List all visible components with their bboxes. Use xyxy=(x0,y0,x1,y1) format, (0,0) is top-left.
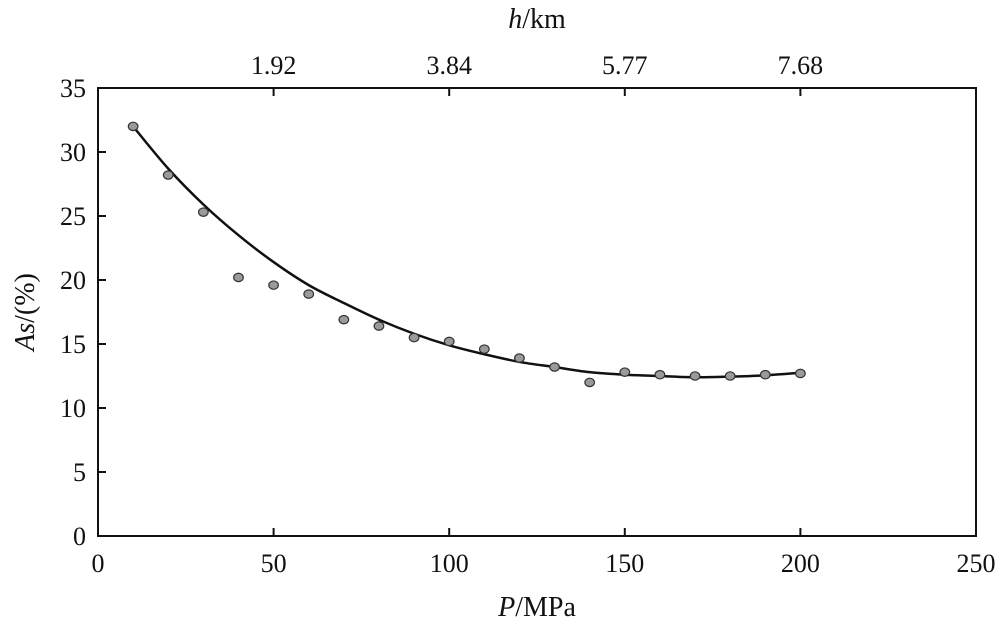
data-points xyxy=(127,121,806,388)
top-tick-label-3.84: 3.84 xyxy=(426,51,472,80)
data-point-3 xyxy=(233,272,244,283)
data-point-1 xyxy=(162,170,174,180)
data-point-6 xyxy=(338,314,350,325)
x-tick-label-0: 0 xyxy=(92,549,105,578)
y-tick-label-20: 20 xyxy=(60,266,86,295)
x-tick-label-50: 50 xyxy=(261,549,287,578)
y-tick-label-35: 35 xyxy=(60,74,86,103)
x-axis-title: P/MPa xyxy=(497,592,576,623)
top-tick-label-1.92: 1.92 xyxy=(251,51,297,80)
data-point-18 xyxy=(759,369,771,380)
data-point-17 xyxy=(724,371,736,381)
y-tick-label-0: 0 xyxy=(73,522,86,551)
data-point-10 xyxy=(478,344,490,354)
x-tick-label-100: 100 xyxy=(430,549,469,578)
plot-frame xyxy=(97,87,977,537)
data-point-16 xyxy=(689,371,701,381)
data-point-5 xyxy=(303,289,315,299)
x-tick-label-150: 150 xyxy=(605,549,644,578)
data-point-15 xyxy=(654,369,666,380)
x-axis: 0 50 100 150 200 250 xyxy=(92,528,996,578)
data-point-12 xyxy=(549,362,560,372)
data-point-7 xyxy=(373,321,385,331)
data-point-2 xyxy=(197,207,209,217)
x-tick-label-200: 200 xyxy=(781,549,820,578)
data-point-0 xyxy=(127,121,139,132)
y-tick-label-5: 5 xyxy=(73,458,86,487)
data-point-4 xyxy=(268,280,280,290)
data-point-9 xyxy=(443,336,455,347)
y-tick-label-10: 10 xyxy=(60,394,86,423)
top-tick-label-7.68: 7.68 xyxy=(778,51,824,80)
y-axis-title: As/(%) xyxy=(10,273,41,353)
y-tick-label-15: 15 xyxy=(60,330,86,359)
data-point-19 xyxy=(795,368,806,379)
top-tick-label-5.77: 5.77 xyxy=(602,51,648,80)
y-tick-label-25: 25 xyxy=(60,202,86,231)
x-tick-label-250: 250 xyxy=(957,549,996,578)
data-point-13 xyxy=(584,377,596,388)
data-point-11 xyxy=(514,353,525,363)
fit-curve xyxy=(132,125,801,379)
top-axis: 1.92 3.84 5.77 7.68 xyxy=(251,51,823,96)
y-tick-label-30: 30 xyxy=(60,138,86,167)
y-axis: 0 5 10 15 20 25 30 35 xyxy=(60,74,106,551)
data-point-14 xyxy=(619,367,631,377)
top-axis-title: h/km xyxy=(508,4,566,35)
data-point-8 xyxy=(408,332,420,343)
